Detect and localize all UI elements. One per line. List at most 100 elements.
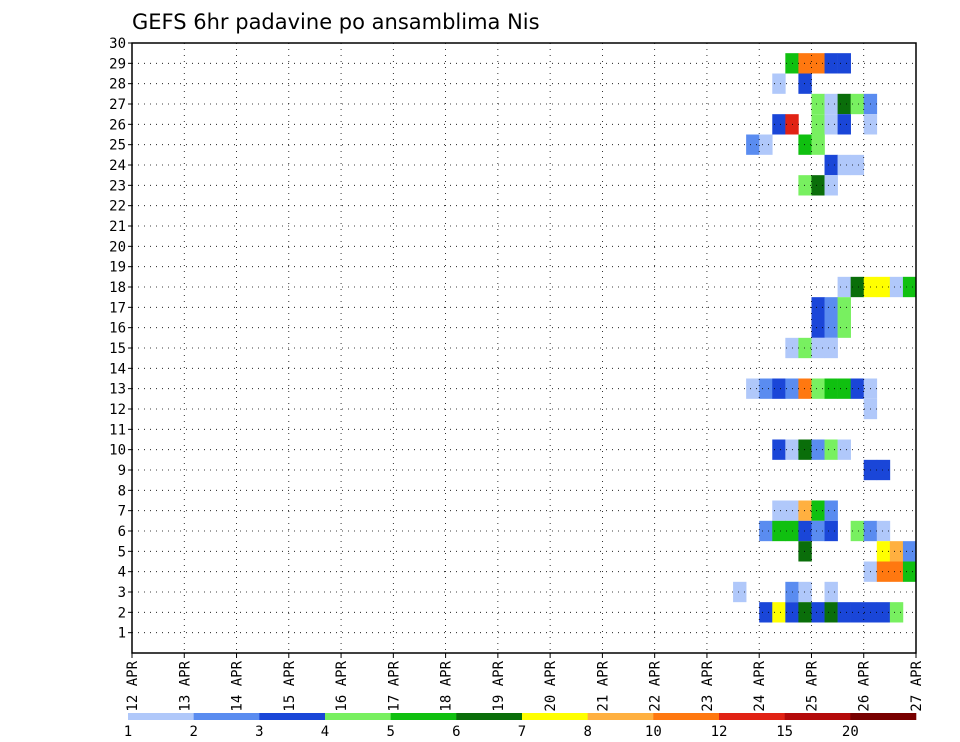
y-tick-label: 9: [118, 463, 126, 479]
heatmap-cell: [850, 602, 865, 623]
colorbar-label: 1: [124, 724, 132, 740]
heatmap-cell: [811, 175, 825, 196]
colorbar-label: 8: [583, 724, 591, 740]
heatmap-cell: [824, 114, 838, 135]
heatmap-cell: [798, 53, 812, 74]
y-tick-label: 6: [118, 524, 126, 540]
heatmap-cell: [824, 93, 838, 115]
y-tick-label: 12: [109, 402, 126, 418]
x-tick-label: 16 APR: [334, 660, 350, 711]
heatmap-cell: [798, 541, 812, 562]
heatmap-cell: [902, 541, 917, 562]
y-tick-label: 8: [118, 483, 126, 499]
colorbar-label: 4: [321, 724, 329, 740]
heatmap-cell: [772, 500, 786, 521]
y-tick-label: 15: [109, 341, 126, 357]
heatmap-cell: [824, 439, 838, 460]
heatmap-cell: [876, 602, 891, 623]
heatmap-cell: [889, 561, 904, 582]
chart-title: GEFS 6hr padavine po ansamblima Nis: [132, 10, 540, 34]
heatmap-cell: [746, 134, 760, 155]
heatmap-cell: [837, 317, 851, 338]
y-tick-label: 20: [109, 239, 126, 255]
x-tick-label: 22 APR: [648, 660, 664, 711]
y-tick-label: 5: [118, 544, 126, 560]
heatmap-cell: [837, 602, 851, 623]
heatmap-cell: [837, 154, 851, 176]
colorbar-swatch: [259, 713, 326, 720]
heatmap-cell: [824, 378, 838, 399]
heatmap-cell: [837, 439, 851, 460]
x-tick-label: 14 APR: [230, 660, 246, 711]
heatmap-cell: [811, 520, 825, 542]
colorbar-label: 5: [386, 724, 394, 740]
heatmap-cell: [811, 53, 825, 74]
heatmap-cell: [811, 378, 825, 399]
heatmap-cell: [811, 93, 825, 115]
colorbar: 1 2 3 4 5 6 7 8 10 12 15 20: [124, 713, 917, 740]
colorbar-label: 15: [776, 724, 793, 740]
heatmap-cell: [759, 378, 773, 399]
heatmap-cell: [811, 439, 825, 460]
heatmap-cell: [876, 520, 891, 542]
y-tick-label: 7: [118, 504, 126, 520]
y-tick-label: 4: [118, 565, 126, 581]
heatmap-cell: [837, 378, 851, 399]
heatmap-cell: [811, 500, 825, 521]
heatmap-cell: [811, 602, 825, 623]
heatmap-cell: [811, 297, 825, 318]
heatmap-cell: [850, 520, 865, 542]
heatmap-cell: [824, 297, 838, 318]
heatmap-cell: [798, 581, 812, 603]
heatmap-cell: [811, 114, 825, 135]
colorbar-label: 12: [711, 724, 728, 740]
heatmap-cell: [798, 337, 812, 359]
colorbar-swatch: [128, 713, 194, 720]
heatmap-cell: [824, 53, 838, 74]
colorbar-label: 3: [255, 724, 263, 740]
x-axis: 12 APR 13 APR 14 APR 15 APR 16 APR 17 APR 18 A…: [125, 653, 925, 712]
cell-layer: [733, 53, 917, 623]
colorbar-swatch: [653, 713, 720, 720]
heatmap-cell: [759, 134, 773, 155]
heatmap-cell: [798, 500, 812, 521]
heatmap-cell: [746, 378, 760, 399]
heatmap-cell: [902, 276, 917, 298]
heatmap-cell: [850, 276, 865, 298]
heatmap-cell: [824, 520, 838, 542]
y-tick-label: 18: [109, 280, 126, 296]
x-tick-label: 17 APR: [386, 660, 402, 711]
y-tick-label: 30: [109, 36, 126, 52]
x-tick-label: 24 APR: [752, 660, 768, 711]
colorbar-label: 20: [842, 724, 859, 740]
heatmap-cell: [876, 276, 891, 298]
heatmap-cell: [798, 378, 812, 399]
heatmap-cell: [902, 561, 917, 582]
heatmap-cell: [798, 134, 812, 155]
heatmap-cell: [824, 154, 838, 176]
heatmap-cell: [798, 73, 812, 94]
y-tick-label: 3: [118, 585, 126, 601]
heatmap-cell: [811, 134, 825, 155]
colorbar-label: 6: [452, 724, 460, 740]
colorbar-label: 2: [189, 724, 197, 740]
y-tick-label: 13: [109, 382, 126, 398]
y-tick-label: 2: [118, 605, 126, 621]
colorbar-swatch: [193, 713, 260, 720]
y-tick-label: 17: [109, 300, 126, 316]
y-tick-label: 10: [109, 443, 126, 459]
heatmap-cell: [772, 378, 786, 399]
x-tick-label: 13 APR: [177, 660, 193, 711]
heatmap-cell: [850, 154, 865, 176]
heatmap-cell: [824, 175, 838, 196]
y-axis: 1234567891011121314151617181920212223242…: [109, 36, 132, 642]
heatmap-cell: [798, 602, 812, 623]
colorbar-swatch: [522, 713, 588, 720]
y-tick-label: 19: [109, 260, 126, 276]
x-tick-label: 27 APR: [909, 660, 925, 711]
y-tick-label: 16: [109, 321, 126, 337]
x-tick-label: 12 APR: [125, 660, 141, 711]
x-tick-label: 26 APR: [857, 660, 873, 711]
y-tick-label: 27: [109, 97, 126, 113]
y-tick-label: 21: [109, 219, 126, 235]
